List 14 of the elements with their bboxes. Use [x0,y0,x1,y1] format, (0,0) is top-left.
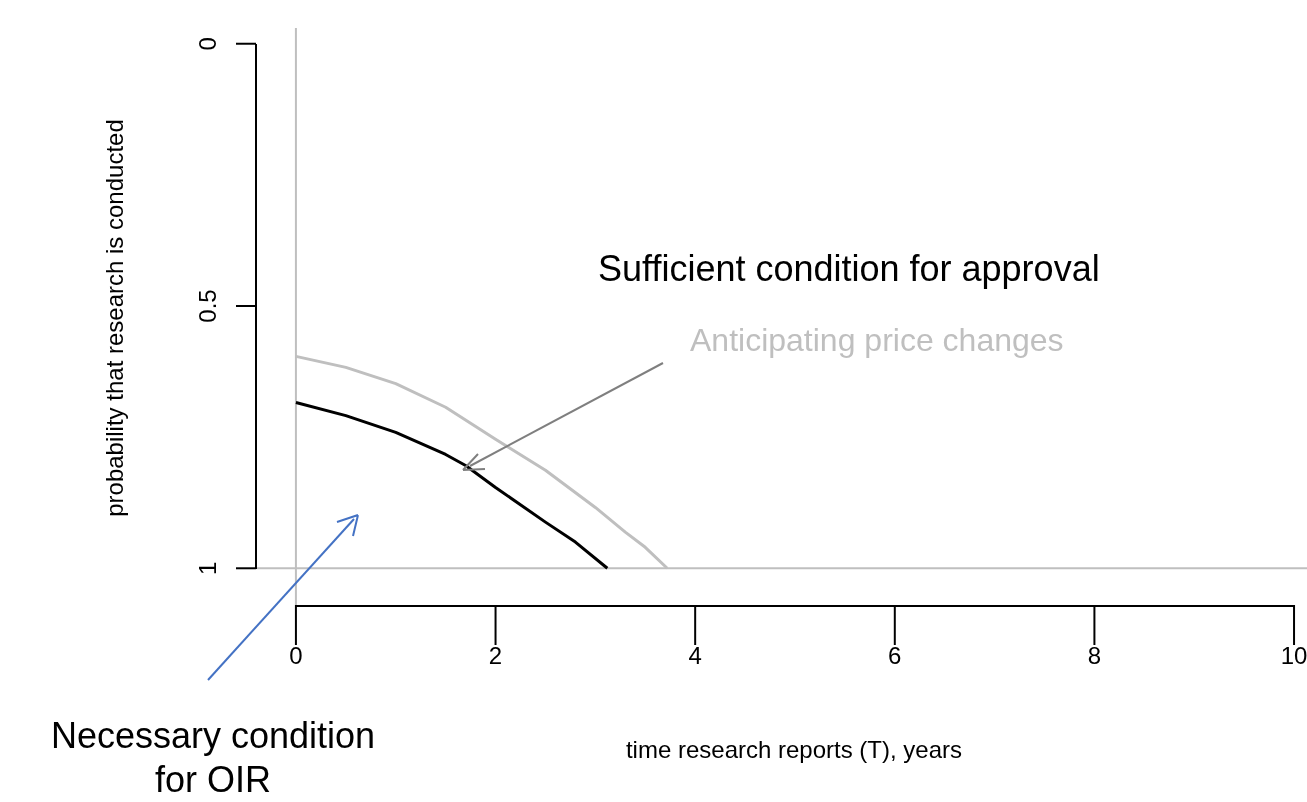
y-tick-label: 0.5 [194,289,221,323]
y-tick-label: 1 [194,561,221,575]
x-tick-label: 6 [888,642,902,670]
x-axis-title: time research reports (T), years [625,736,963,763]
y-tick-label: 0 [194,37,221,51]
text: Sufficient condition for approval [598,248,1100,289]
x-tick-label: 0 [289,642,303,670]
x-tick-label: 8 [1087,642,1102,670]
text: Necessary condition for OIR [50,715,376,800]
x-tick-label: 2 [488,642,503,670]
x-tick-label: 10 [1280,642,1307,670]
text: Anticipating price changes [690,322,1064,358]
x-tick-label: 4 [688,642,702,670]
y-axis-title: probability that research is conducted [101,119,128,517]
